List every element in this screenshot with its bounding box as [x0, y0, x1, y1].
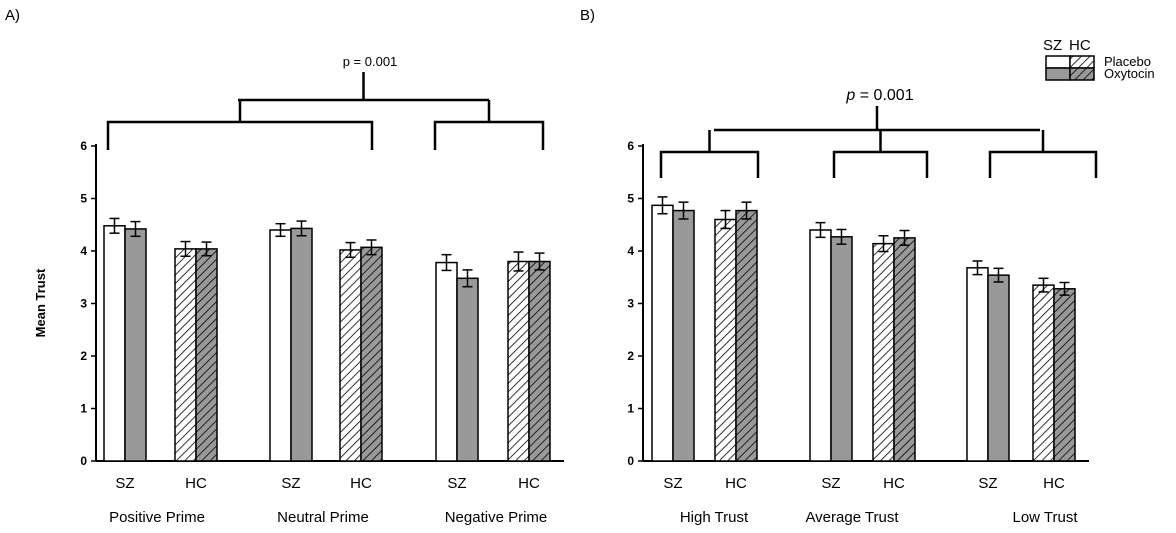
panel-b-group-label: Average Trust	[805, 509, 899, 526]
panel-a-category-label: SZ	[115, 475, 134, 492]
panel-a-y-tick-label: 5	[80, 192, 87, 206]
legend-swatch-sz-placebo	[1045, 55, 1071, 69]
panel-a-sub-bracket	[106, 120, 374, 150]
panel-b-label: B)	[580, 7, 595, 24]
panel-b-category-label: SZ	[821, 475, 840, 492]
panel-a-bar	[339, 249, 362, 462]
legend-swatch-hc-oxytocin	[1069, 67, 1095, 81]
panel-a-bar	[124, 228, 147, 462]
legend-label-placebo: Placebo	[1104, 54, 1151, 69]
panel-b-category-label: HC	[883, 475, 905, 492]
panel-b-y-tick-label: 6	[627, 139, 634, 153]
panel-a-group-label: Neutral Prime	[277, 509, 369, 526]
panel-b-category-label: HC	[1043, 475, 1065, 492]
panel-a-group-label: Negative Prime	[445, 509, 548, 526]
panel-a-bar	[456, 277, 479, 462]
panel-b-y-tick-label: 3	[627, 297, 634, 311]
panel-a-p-value: p = 0.001	[343, 54, 398, 69]
legend-label-oxytocin: Oxytocin	[1104, 66, 1155, 81]
panel-a-bar	[269, 229, 292, 462]
panel-a-y-tick-label: 6	[80, 139, 87, 153]
panel-b-bar	[809, 229, 832, 462]
panel-a-category-label: HC	[350, 475, 372, 492]
panel-a-label: A)	[5, 7, 20, 24]
panel-b-chart: 0 1 2 3 4 5 6 SZ HC High Trust SZ HC Average Trust SZ…	[627, 87, 1098, 526]
panel-b-p-value: p = 0.001	[845, 87, 913, 104]
panel-b-bar	[893, 237, 916, 462]
panel-b-category-label: SZ	[978, 475, 997, 492]
panel-b-bar	[1032, 284, 1055, 462]
panel-b-bar	[735, 209, 758, 462]
panel-b-y-tick-label: 5	[627, 192, 634, 206]
panel-b-bar	[830, 236, 853, 462]
panel-b-bar	[651, 204, 674, 462]
panel-b-y-tick-label: 1	[627, 402, 634, 416]
panel-b-bar	[1053, 288, 1076, 462]
panel-b-bar	[987, 274, 1010, 462]
panel-a-category-label: SZ	[447, 475, 466, 492]
panel-a-y-tick-label: 3	[80, 297, 87, 311]
panel-b-sub-bracket	[659, 150, 760, 178]
panel-a-group-label: Positive Prime	[109, 509, 205, 526]
panel-a-y-tick-label: 4	[80, 244, 87, 258]
panel-a-y-tick-label: 2	[80, 349, 87, 363]
panel-a-y-tick-label: 1	[80, 402, 87, 416]
panel-b-bar	[966, 267, 989, 462]
legend: SZ HC Placebo Oxytocin	[1043, 37, 1155, 81]
panel-a-y-tick-label: 0	[80, 454, 87, 468]
panel-a-bar	[195, 248, 218, 462]
panel-b-bar	[672, 209, 695, 462]
legend-header-hc: HC	[1069, 37, 1091, 54]
panel-a-bar	[435, 261, 458, 462]
panel-a-sub-bracket	[433, 120, 545, 150]
panel-b-y-tick-label: 2	[627, 349, 634, 363]
panel-a-bar	[290, 227, 313, 462]
panel-b-group-label: High Trust	[680, 509, 749, 526]
panel-b-y-tick-label: 0	[627, 454, 634, 468]
legend-header-sz: SZ	[1043, 37, 1062, 54]
panel-a-category-label: SZ	[281, 475, 300, 492]
panel-a-bar	[174, 248, 197, 462]
panel-b-sub-bracket	[988, 150, 1098, 178]
panel-b-bar	[714, 218, 737, 462]
panel-b-category-label: SZ	[663, 475, 682, 492]
panel-a-category-label: HC	[185, 475, 207, 492]
panel-b-sub-bracket	[832, 150, 929, 178]
panel-a-bar	[103, 225, 126, 462]
panel-b-bar	[872, 242, 895, 462]
panel-b-group-label: Low Trust	[1012, 509, 1078, 526]
panel-a-bar	[507, 260, 530, 462]
panel-a-category-label: HC	[518, 475, 540, 492]
legend-swatch-hc-placebo	[1069, 55, 1095, 69]
panel-b-category-label: HC	[725, 475, 747, 492]
panel-b-y-tick-label: 4	[627, 244, 634, 258]
legend-swatch-sz-oxytocin	[1045, 67, 1071, 81]
panel-a-bar	[528, 260, 551, 462]
y-axis-label: Mean Trust	[33, 268, 48, 337]
panel-a-bar	[360, 246, 383, 462]
panel-a-chart: 0 1 2 3 4 5 6 SZ HC Positive Prime SZ HC Neutral Pri…	[80, 54, 564, 526]
